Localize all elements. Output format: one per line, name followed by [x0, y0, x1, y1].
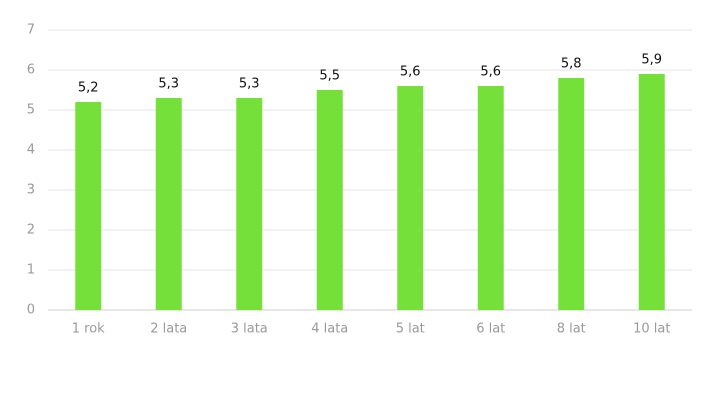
value-label: 5,2 [78, 81, 99, 96]
y-tick-label: 5 [27, 103, 35, 118]
bar [316, 90, 343, 310]
value-label: 5,5 [319, 69, 340, 84]
bar [558, 78, 585, 310]
x-tick-label: 1 rok [72, 322, 105, 337]
value-label: 5,6 [400, 65, 421, 80]
y-tick-label: 1 [27, 263, 35, 278]
y-tick-label: 7 [27, 23, 35, 38]
bar [477, 86, 504, 310]
y-tick-label: 6 [27, 63, 35, 78]
bar [236, 98, 263, 310]
x-tick-label: 5 lat [396, 322, 425, 337]
value-label: 5,8 [561, 57, 582, 72]
bar [638, 74, 665, 310]
y-tick-label: 3 [27, 183, 35, 198]
y-tick-label: 2 [27, 223, 35, 238]
value-label: 5,6 [480, 65, 501, 80]
value-label: 5,9 [641, 53, 662, 68]
x-tick-label: 10 lat [633, 322, 670, 337]
value-label: 5,3 [158, 77, 179, 92]
y-tick-label: 4 [27, 143, 35, 158]
x-tick-label: 6 lat [476, 322, 505, 337]
y-tick-label: 0 [27, 303, 35, 318]
bar [75, 102, 102, 310]
x-tick-label: 3 lata [231, 322, 268, 337]
x-tick-label: 8 lat [557, 322, 586, 337]
bar [155, 98, 182, 310]
bar [397, 86, 424, 310]
x-tick-label: 4 lata [311, 322, 348, 337]
value-label: 5,3 [239, 77, 260, 92]
x-tick-label: 2 lata [150, 322, 187, 337]
